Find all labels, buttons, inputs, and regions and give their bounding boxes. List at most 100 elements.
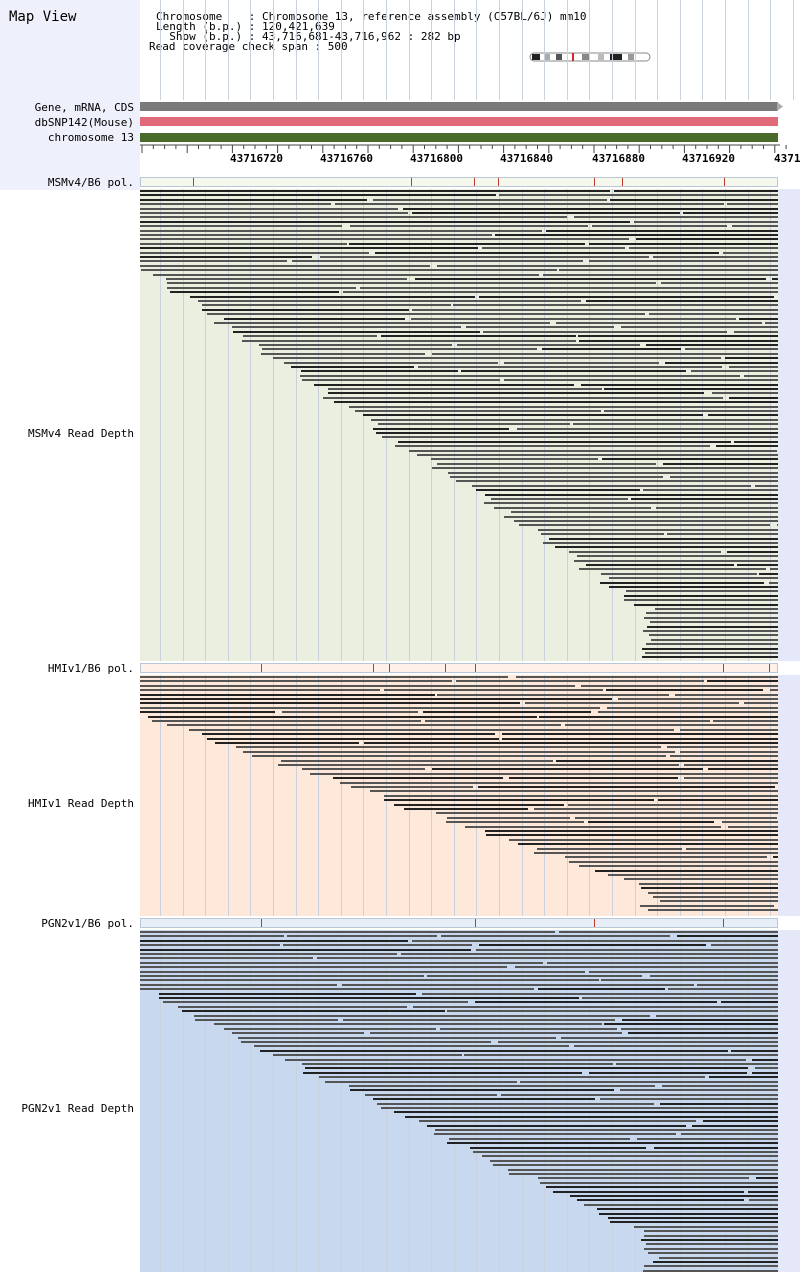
sequence-read[interactable] [430, 458, 599, 461]
sequence-read[interactable] [140, 979, 599, 982]
sequence-read[interactable] [548, 537, 780, 540]
sequence-read[interactable] [422, 992, 780, 995]
sequence-read[interactable] [140, 961, 543, 964]
sequence-read[interactable] [755, 484, 780, 487]
sequence-read[interactable] [189, 295, 475, 298]
sequence-read[interactable] [631, 498, 780, 500]
sequence-read[interactable] [696, 983, 780, 986]
sequence-read[interactable] [684, 348, 780, 351]
sequence-read[interactable] [140, 698, 613, 700]
sequence-read[interactable] [706, 680, 780, 683]
sequence-read[interactable] [655, 1014, 780, 1017]
sequence-read[interactable] [738, 317, 780, 320]
sequence-read[interactable] [588, 242, 780, 245]
sequence-read[interactable] [455, 480, 780, 483]
sequence-read[interactable] [525, 702, 739, 705]
sequence-read[interactable] [654, 608, 780, 610]
sequence-read[interactable] [661, 282, 780, 285]
sequence-read[interactable] [504, 515, 780, 518]
sequence-read[interactable] [372, 198, 608, 201]
sequence-read[interactable] [648, 313, 780, 316]
sequence-read[interactable] [273, 357, 722, 360]
sequence-read[interactable] [568, 803, 780, 806]
sequence-read[interactable] [748, 1199, 780, 1202]
sequence-read[interactable] [261, 348, 537, 351]
sequence-read[interactable] [624, 594, 780, 597]
sequence-read[interactable] [152, 720, 421, 722]
sequence-read[interactable] [432, 768, 703, 771]
sequence-read[interactable] [649, 975, 780, 977]
sequence-read[interactable] [643, 1234, 780, 1237]
sequence-read[interactable] [453, 304, 780, 307]
sequence-read[interactable] [152, 273, 539, 276]
sequence-read[interactable] [282, 944, 473, 947]
sequence-read[interactable] [334, 203, 725, 206]
sequence-read[interactable] [291, 366, 414, 368]
polymorphism-marker[interactable] [261, 664, 262, 672]
sequence-read[interactable] [465, 825, 721, 828]
sequence-read[interactable] [733, 330, 780, 333]
sequence-read[interactable] [628, 247, 780, 250]
sequence-read[interactable] [375, 251, 720, 254]
sequence-read[interactable] [666, 746, 780, 749]
sequence-read[interactable] [206, 313, 645, 316]
sequence-read[interactable] [648, 891, 780, 894]
sequence-read[interactable] [213, 322, 551, 324]
gene-track-bar[interactable] [140, 102, 778, 111]
sequence-read[interactable] [575, 816, 777, 819]
sequence-read[interactable] [721, 1001, 780, 1004]
sequence-read[interactable] [456, 680, 705, 683]
sequence-read[interactable] [542, 542, 780, 544]
sequence-read[interactable] [158, 992, 416, 995]
sequence-read[interactable] [348, 1085, 656, 1087]
polymorphism-marker[interactable] [445, 664, 446, 672]
sequence-read[interactable] [542, 348, 682, 351]
sequence-read[interactable] [722, 821, 780, 824]
sequence-read[interactable] [177, 1005, 408, 1008]
sequence-read[interactable] [341, 983, 694, 986]
sequence-read[interactable] [608, 586, 780, 588]
sequence-read[interactable] [372, 427, 510, 430]
sequence-read[interactable] [476, 948, 780, 951]
sequence-read[interactable] [607, 874, 780, 876]
sequence-read[interactable] [684, 777, 780, 780]
sequence-read[interactable] [232, 326, 461, 329]
sequence-read[interactable] [621, 1027, 780, 1030]
sequence-read[interactable] [573, 423, 780, 426]
sequence-read[interactable] [482, 330, 728, 333]
sequence-read[interactable] [301, 768, 425, 771]
sequence-read[interactable] [517, 843, 780, 846]
sequence-read[interactable] [513, 520, 780, 522]
sequence-read[interactable] [582, 997, 780, 999]
sequence-read[interactable] [433, 1133, 677, 1136]
sequence-read[interactable] [201, 308, 409, 311]
sequence-read[interactable] [283, 361, 499, 364]
sequence-read[interactable] [485, 493, 780, 496]
sequence-read[interactable] [579, 865, 780, 868]
sequence-read[interactable] [599, 1212, 780, 1215]
polymorphism-marker[interactable] [594, 178, 595, 186]
sequence-read[interactable] [603, 388, 780, 390]
sequence-read[interactable] [369, 1032, 623, 1035]
sequence-read[interactable] [301, 1063, 613, 1065]
sequence-read[interactable] [383, 799, 654, 802]
sequence-read[interactable] [349, 242, 586, 245]
polymorphism-marker[interactable] [594, 919, 595, 927]
sequence-read[interactable] [485, 830, 780, 832]
sequence-read[interactable] [162, 1001, 468, 1004]
sequence-read[interactable] [412, 212, 681, 214]
sequence-read[interactable] [375, 432, 780, 434]
sequence-read[interactable] [236, 746, 662, 749]
sequence-read[interactable] [601, 979, 780, 982]
sequence-read[interactable] [539, 715, 780, 718]
sequence-read[interactable] [408, 449, 778, 452]
sequence-read[interactable] [624, 878, 780, 881]
sequence-read[interactable] [599, 581, 765, 584]
sequence-read[interactable] [253, 1045, 569, 1048]
sequence-read[interactable] [188, 728, 675, 731]
sequence-read[interactable] [201, 304, 451, 307]
sequence-read[interactable] [140, 212, 408, 214]
sequence-read[interactable] [394, 445, 711, 448]
sequence-read[interactable] [622, 1019, 780, 1021]
sequence-read[interactable] [651, 638, 780, 641]
